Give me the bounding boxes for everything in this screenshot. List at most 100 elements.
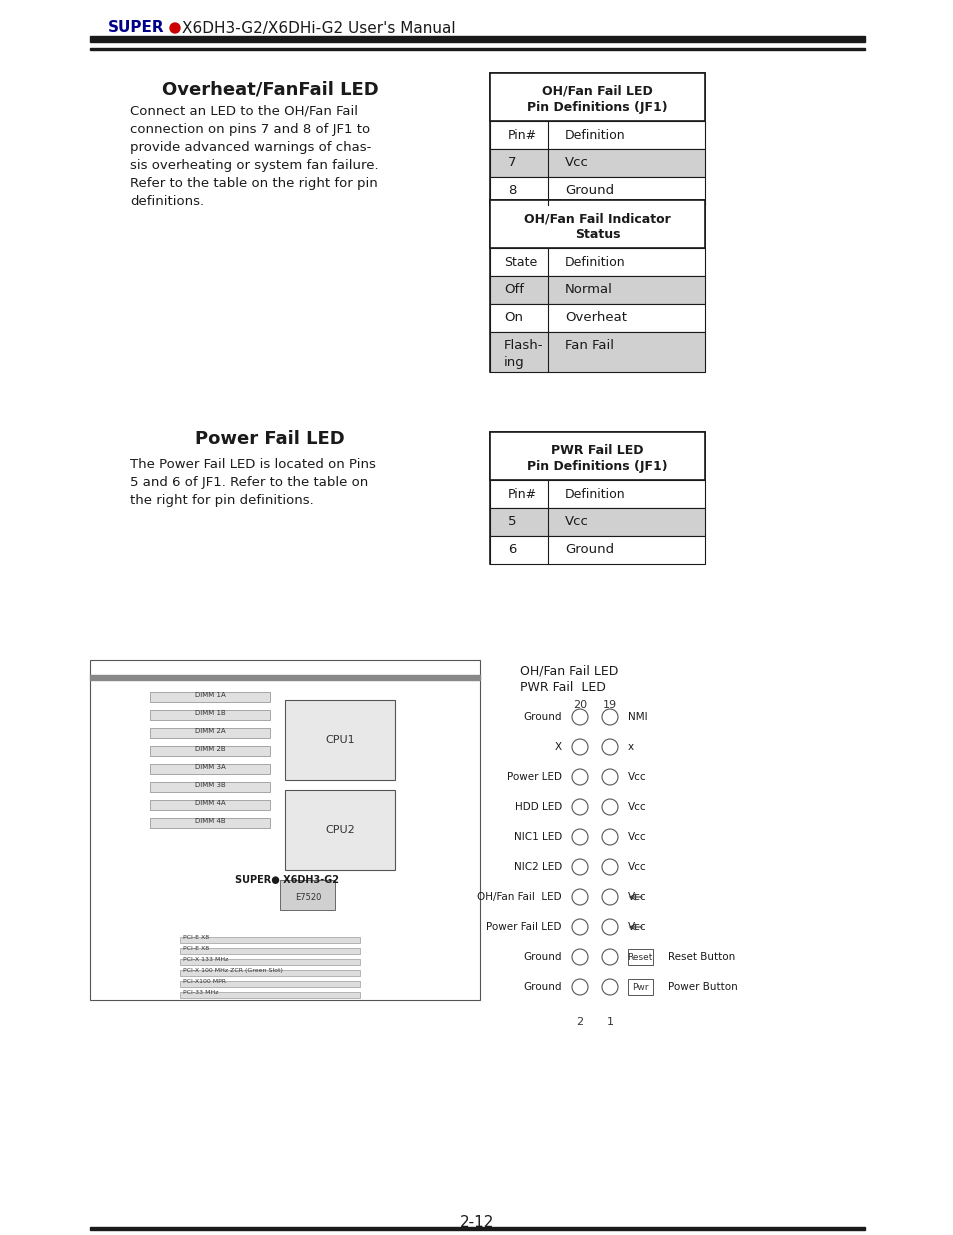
Text: X6DH3-G2/X6DHi-G2 User's Manual: X6DH3-G2/X6DHi-G2 User's Manual bbox=[182, 21, 456, 36]
Bar bbox=[150, 782, 270, 792]
Text: DIMM 4B: DIMM 4B bbox=[194, 818, 225, 824]
Bar bbox=[490, 73, 704, 121]
Text: Flash-
ing: Flash- ing bbox=[503, 338, 543, 369]
Text: Fan Fail: Fan Fail bbox=[564, 338, 614, 352]
Text: NIC1 LED: NIC1 LED bbox=[514, 832, 561, 842]
Text: OH/Fan Fail LED: OH/Fan Fail LED bbox=[519, 664, 618, 678]
Bar bbox=[490, 275, 704, 304]
Text: HDD LED: HDD LED bbox=[515, 802, 561, 811]
Text: OH/Fan Fail Indicator: OH/Fan Fail Indicator bbox=[523, 212, 670, 225]
Text: State: State bbox=[503, 256, 537, 269]
Bar bbox=[150, 818, 270, 827]
Text: Reset Button: Reset Button bbox=[667, 952, 735, 962]
Bar bbox=[490, 480, 704, 508]
Text: Pwr: Pwr bbox=[631, 983, 648, 992]
Text: PWR Fail LED: PWR Fail LED bbox=[551, 445, 643, 457]
Bar bbox=[490, 200, 704, 372]
Bar bbox=[180, 948, 359, 953]
Bar bbox=[490, 177, 704, 205]
Bar bbox=[180, 992, 359, 998]
Bar bbox=[180, 960, 359, 965]
Bar bbox=[490, 332, 704, 372]
Text: Overheat: Overheat bbox=[564, 311, 626, 324]
Bar bbox=[490, 432, 704, 480]
Bar bbox=[490, 121, 704, 149]
Text: DIMM 2A: DIMM 2A bbox=[194, 727, 225, 734]
Text: Ground: Ground bbox=[523, 952, 561, 962]
Text: Ground: Ground bbox=[523, 982, 561, 992]
Text: 2: 2 bbox=[576, 1016, 583, 1028]
Text: PCI-X 133 MHz: PCI-X 133 MHz bbox=[183, 957, 228, 962]
Text: CPU2: CPU2 bbox=[325, 825, 355, 835]
Bar bbox=[285, 700, 395, 781]
Text: Pin Definitions (JF1): Pin Definitions (JF1) bbox=[527, 101, 667, 114]
Bar bbox=[280, 881, 335, 910]
Text: Normal: Normal bbox=[564, 283, 612, 296]
Text: Reset: Reset bbox=[627, 952, 652, 962]
Bar bbox=[490, 149, 704, 177]
Text: 5: 5 bbox=[507, 515, 516, 529]
Text: X: X bbox=[555, 742, 561, 752]
Text: Vcc: Vcc bbox=[627, 923, 646, 932]
Text: On: On bbox=[503, 311, 522, 324]
Text: Off: Off bbox=[503, 283, 523, 296]
Text: x: x bbox=[627, 742, 634, 752]
Text: SUPER: SUPER bbox=[108, 21, 165, 36]
Text: Vcc: Vcc bbox=[627, 862, 646, 872]
Text: Vcc: Vcc bbox=[627, 832, 646, 842]
Text: 7: 7 bbox=[507, 156, 516, 169]
Text: 1: 1 bbox=[606, 1016, 613, 1028]
Text: PCI-33 MHz: PCI-33 MHz bbox=[183, 990, 218, 995]
Text: DIMM 3B: DIMM 3B bbox=[194, 782, 225, 788]
Bar bbox=[490, 200, 704, 248]
Text: Power Fail LED: Power Fail LED bbox=[486, 923, 561, 932]
Text: Power LED: Power LED bbox=[506, 772, 561, 782]
Bar bbox=[90, 676, 479, 680]
Bar bbox=[490, 248, 704, 275]
Text: Definition: Definition bbox=[564, 256, 625, 269]
Text: Vcc: Vcc bbox=[627, 772, 646, 782]
Bar bbox=[150, 764, 270, 774]
Bar bbox=[490, 536, 704, 564]
Text: CPU1: CPU1 bbox=[325, 735, 355, 745]
Text: The Power Fail LED is located on Pins
5 and 6 of JF1. Refer to the table on
the : The Power Fail LED is located on Pins 5 … bbox=[130, 458, 375, 508]
Text: Overheat/FanFail LED: Overheat/FanFail LED bbox=[161, 80, 378, 98]
Text: Vcc: Vcc bbox=[627, 802, 646, 811]
Bar bbox=[180, 937, 359, 944]
Text: PCI-E X8: PCI-E X8 bbox=[183, 946, 209, 951]
Bar bbox=[490, 73, 704, 205]
Text: DIMM 3A: DIMM 3A bbox=[194, 764, 225, 769]
Bar bbox=[150, 727, 270, 739]
Text: NIC2 LED: NIC2 LED bbox=[514, 862, 561, 872]
Text: Ground: Ground bbox=[564, 543, 614, 556]
Text: NMI: NMI bbox=[627, 713, 647, 722]
Bar bbox=[490, 304, 704, 332]
Bar bbox=[90, 1228, 864, 1230]
Text: 20: 20 bbox=[573, 700, 586, 710]
Text: Power Fail LED: Power Fail LED bbox=[195, 430, 345, 448]
Bar bbox=[627, 979, 652, 995]
Text: PCI-E X8: PCI-E X8 bbox=[183, 935, 209, 940]
Bar bbox=[90, 48, 864, 49]
Text: DIMM 1B: DIMM 1B bbox=[194, 710, 225, 716]
Bar bbox=[490, 432, 704, 564]
Text: PCI-X100 MPR: PCI-X100 MPR bbox=[183, 979, 226, 984]
Bar bbox=[150, 710, 270, 720]
Bar bbox=[150, 746, 270, 756]
Bar bbox=[627, 948, 652, 965]
Text: DIMM 2B: DIMM 2B bbox=[194, 746, 225, 752]
Bar bbox=[150, 800, 270, 810]
Bar bbox=[180, 981, 359, 987]
Text: Power Button: Power Button bbox=[667, 982, 737, 992]
Bar bbox=[90, 659, 479, 1000]
Text: 8: 8 bbox=[507, 184, 516, 198]
Text: DIMM 4A: DIMM 4A bbox=[194, 800, 225, 806]
Text: E7520: E7520 bbox=[294, 893, 321, 902]
Bar bbox=[285, 790, 395, 869]
Circle shape bbox=[170, 23, 180, 33]
Text: OH/Fan Fail  LED: OH/Fan Fail LED bbox=[476, 892, 561, 902]
Text: SUPER● X6DH3-G2: SUPER● X6DH3-G2 bbox=[234, 876, 338, 885]
Bar bbox=[90, 36, 864, 42]
Text: Ground: Ground bbox=[564, 184, 614, 198]
Text: Connect an LED to the OH/Fan Fail
connection on pins 7 and 8 of JF1 to
provide a: Connect an LED to the OH/Fan Fail connec… bbox=[130, 105, 378, 207]
